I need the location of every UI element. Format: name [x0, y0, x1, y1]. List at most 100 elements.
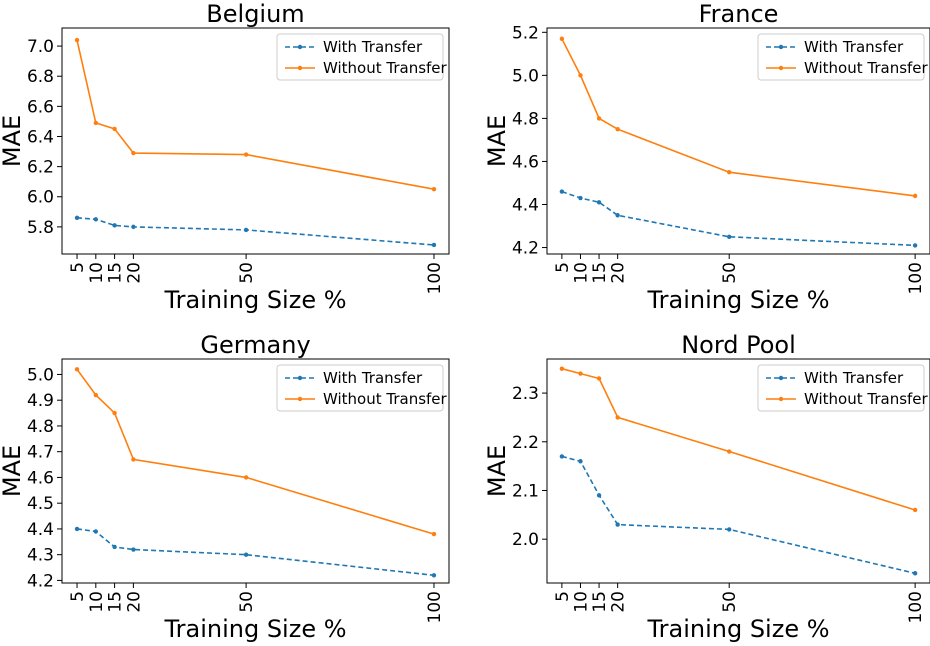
legend-box	[757, 33, 925, 81]
legend-marker-with-transfer	[778, 44, 784, 50]
data-point-without-transfer	[131, 150, 136, 156]
y-tick-label: 7.0	[27, 37, 54, 57]
x-tick-label: 10	[571, 591, 591, 613]
data-point-without-transfer	[727, 170, 732, 175]
y-tick-label: 6.2	[27, 158, 54, 178]
data-point-with-transfer	[112, 544, 117, 550]
y-tick-label: 4.8	[27, 417, 54, 437]
y-axis-label: MAE	[0, 445, 26, 497]
x-tick-label: 15	[106, 591, 126, 613]
series-line-without-transfer	[561, 367, 916, 511]
data-point-with-transfer	[912, 243, 918, 248]
legend: With Transfer Without Transfer	[276, 364, 448, 412]
data-point-without-transfer	[559, 36, 565, 41]
data-point-without-transfer	[596, 116, 602, 121]
x-tick-label: 5	[68, 262, 88, 273]
legend-box	[757, 364, 925, 412]
data-point-without-transfer	[93, 392, 99, 398]
y-tick-label: 4.4	[512, 195, 539, 215]
data-point-with-transfer	[596, 493, 602, 498]
data-point-with-transfer	[112, 223, 117, 228]
x-tick-label: 5	[68, 591, 88, 602]
x-axis-label: Training Size %	[646, 615, 829, 643]
y-tick-label: 4.3	[27, 546, 54, 566]
x-tick-label: 15	[106, 262, 126, 284]
legend-label-with-transfer: With Transfer	[323, 369, 423, 387]
x-tick-label: 100	[906, 262, 926, 294]
x-tick-label: 15	[590, 262, 610, 284]
data-point-with-transfer	[243, 227, 249, 233]
data-point-with-transfer	[74, 215, 80, 221]
data-point-with-transfer	[578, 459, 583, 464]
x-tick-label: 50	[237, 262, 257, 284]
x-tick-label: 100	[425, 591, 445, 623]
y-tick-label: 6.6	[27, 97, 54, 117]
y-axis-label: MAE	[0, 115, 26, 167]
legend: With Transfer Without Transfer	[757, 33, 929, 81]
legend-box	[276, 33, 444, 81]
data-point-without-transfer	[74, 367, 80, 372]
x-tick-label: 10	[87, 591, 107, 613]
data-point-with-transfer	[93, 529, 99, 534]
chart-title: Germany	[200, 331, 310, 359]
x-tick-label: 10	[87, 262, 107, 284]
legend-label-without-transfer: Without Transfer	[804, 390, 929, 408]
legend-marker-with-transfer	[297, 375, 303, 381]
data-point-without-transfer	[615, 415, 620, 420]
x-tick-label: 20	[124, 591, 144, 613]
legend-label-without-transfer: Without Transfer	[804, 59, 929, 77]
y-tick-label: 2.0	[512, 530, 539, 550]
chart-panel-germany: Germany 4.2 4.3 4.4 4.5 4.6 4.7 4.8 4.9 5.0 510152…	[0, 331, 450, 643]
data-point-with-transfer	[131, 547, 136, 552]
data-point-without-transfer	[912, 193, 918, 199]
y-tick-label: 5.8	[27, 218, 54, 238]
x-tick-label: 10	[571, 262, 591, 284]
x-tick-label: 50	[720, 591, 740, 613]
data-point-with-transfer	[912, 571, 918, 576]
y-tick-label: 2.2	[512, 433, 539, 453]
data-point-with-transfer	[596, 200, 602, 205]
plot-frame	[546, 27, 930, 255]
data-point-without-transfer	[559, 366, 565, 371]
data-point-without-transfer	[74, 37, 80, 43]
data-point-without-transfer	[93, 120, 99, 126]
legend: With Transfer Without Transfer	[757, 364, 929, 412]
data-point-with-transfer	[615, 522, 620, 527]
data-point-with-transfer	[559, 454, 565, 459]
y-tick-label: 6.4	[27, 127, 54, 147]
series-line-with-transfer	[76, 217, 435, 246]
legend-marker-without-transfer	[297, 65, 303, 71]
data-point-with-transfer	[131, 224, 136, 230]
data-point-without-transfer	[112, 126, 117, 132]
data-point-without-transfer	[596, 376, 602, 381]
y-tick-label: 4.7	[27, 443, 54, 463]
legend-label-with-transfer: With Transfer	[804, 369, 904, 387]
x-tick-label: 5	[553, 591, 573, 602]
legend: With Transfer Without Transfer	[276, 33, 448, 81]
data-point-without-transfer	[615, 126, 620, 132]
y-tick-label: 6.8	[27, 67, 54, 87]
x-axis-label: Training Size %	[163, 286, 346, 314]
legend-marker-with-transfer	[297, 44, 303, 50]
x-tick-label: 50	[237, 591, 257, 613]
y-tick-label: 4.2	[27, 571, 54, 591]
data-point-with-transfer	[243, 552, 249, 557]
data-point-with-transfer	[74, 526, 80, 532]
x-tick-label: 50	[720, 262, 740, 284]
chart-title: France	[699, 0, 779, 28]
x-tick-label: 20	[124, 262, 144, 284]
data-point-with-transfer	[431, 573, 437, 578]
plot-frame	[61, 358, 450, 584]
data-point-without-transfer	[131, 457, 136, 462]
y-tick-label: 2.3	[512, 384, 539, 404]
y-tick-label: 4.2	[512, 239, 539, 259]
x-tick-label: 20	[609, 591, 629, 613]
y-tick-label: 2.1	[512, 481, 539, 501]
plot-frame	[546, 358, 930, 584]
data-point-with-transfer	[559, 189, 565, 194]
data-point-without-transfer	[578, 371, 583, 376]
legend-label-with-transfer: With Transfer	[804, 38, 904, 56]
